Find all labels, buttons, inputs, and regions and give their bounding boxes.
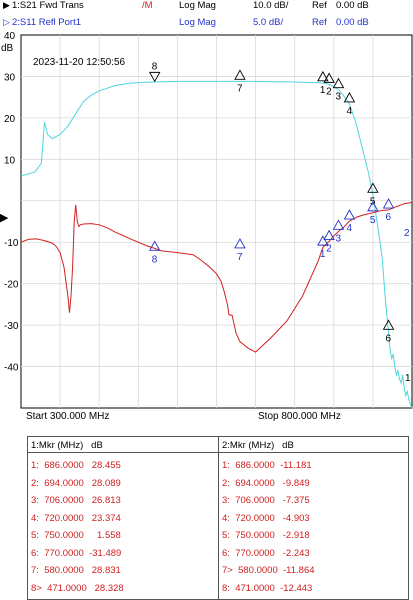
trace1-ref: Ref — [312, 0, 327, 11]
s21-marker-2-label: 2 — [326, 86, 332, 97]
s21-trace — [20, 80, 413, 409]
marker-table-2-row: 8: 471.0000 -12.443 — [222, 582, 313, 594]
trace1-end-marker: 1 — [405, 373, 411, 384]
marker-table-2-row: 5: 750.0000 -2.918 — [222, 530, 310, 541]
marker-table-1-row: 8> 471.0000 28.328 — [31, 582, 124, 594]
trace2-indicator: ▷ — [3, 17, 10, 27]
marker-table-2 — [218, 436, 409, 600]
s11-marker-4-label: 4 — [346, 223, 352, 234]
y-tick-labels: 40 30 20 10 -10 -20 -30 -40 — [4, 31, 19, 374]
trace2-ref: Ref — [312, 17, 327, 28]
start-frequency-label: Start 300.000 MHz — [26, 411, 109, 422]
s21-marker-3[interactable] — [332, 77, 345, 89]
trace1-m-flag: /M — [142, 0, 153, 11]
y-tick-label: 40 — [4, 31, 16, 42]
marker-table-1 — [27, 436, 219, 600]
marker-table-2-row: 1: 686.0000 -11.181 — [222, 460, 312, 471]
trace1-scale[interactable]: 10.0 dB/ — [253, 0, 289, 11]
s11-marker-1[interactable] — [317, 235, 329, 246]
trace2-format[interactable]: Log Mag — [179, 17, 216, 28]
s11-marker-4[interactable] — [343, 209, 356, 220]
marker-table-2-row: 7> 580.0000 -11.864 — [222, 565, 315, 576]
marker-table-2-row: 6: 770.0000 -2.243 — [222, 547, 310, 559]
y-tick-label: -30 — [4, 321, 19, 332]
timestamp: 2023-11-20 12:50:56 — [33, 57, 126, 68]
grid — [21, 35, 412, 408]
marker-table-2-row: 2: 694.0000 -9.849 — [222, 477, 310, 489]
y-axis-label: dB — [1, 43, 14, 54]
trace1-format[interactable]: Log Mag — [179, 0, 216, 11]
s21-marker-8-label: 8 — [152, 61, 158, 72]
s21-marker-5[interactable] — [367, 182, 379, 193]
s21-marker-7-label: 7 — [237, 83, 243, 94]
trace2-scale[interactable]: 5.0 dB/ — [253, 17, 283, 28]
marker-table-1-row: 4: 720.0000 23.374 — [31, 512, 121, 524]
s11-marker-6[interactable] — [382, 198, 395, 209]
marker-table-1-row: 7: 580.0000 28.831 — [31, 565, 121, 576]
trace2-label[interactable]: 2:S11 Refl Port1 — [12, 17, 81, 28]
s11-marker-8[interactable] — [148, 240, 161, 251]
marker-table-1-row: 5: 750.0000 1.558 — [31, 530, 121, 541]
marker-table-1-header: 1:Mkr (MHz) dB — [31, 440, 103, 451]
trace2-ref-value[interactable]: 0.00 dB — [336, 17, 369, 28]
s11-marker-1-label: 1 — [320, 249, 326, 260]
s11-marker-3-label: 3 — [335, 233, 341, 244]
y-tick-label: -20 — [4, 280, 19, 291]
trace2-end-marker: 2 — [404, 228, 410, 239]
marker-table-2-header: 2:Mkr (MHz) dB — [222, 440, 294, 451]
stop-frequency-label: Stop 800.000 MHz — [258, 411, 341, 422]
marker-table-1-row: 6: 770.0000 -31.489 — [31, 547, 122, 559]
s11-marker-3[interactable] — [332, 219, 345, 230]
trace1-indicator: ▶ — [3, 0, 10, 10]
y-tick-label: -40 — [4, 363, 19, 374]
s11-marker-8-label: 8 — [152, 254, 158, 265]
marker-table-1-row: 3: 706.0000 26.813 — [31, 495, 121, 506]
s11-marker-6-label: 6 — [386, 212, 392, 223]
marker-table-1-row: 1: 686.0000 28.455 — [31, 460, 121, 471]
s11-marker-5-label: 5 — [370, 215, 376, 226]
s21-marker-4[interactable] — [343, 91, 356, 103]
y-tick-label: 20 — [4, 114, 16, 125]
s11-marker-5[interactable] — [367, 200, 379, 212]
s21-marker-8[interactable] — [148, 71, 161, 83]
reference-position-marker: ▶ — [0, 212, 9, 224]
s11-marker-7[interactable] — [234, 238, 246, 249]
y-tick-label: -10 — [4, 238, 19, 249]
s11-marker-2[interactable] — [323, 229, 335, 241]
s21-marker-1-label: 1 — [320, 85, 326, 96]
trace1-label[interactable]: 1:S21 Fwd Trans — [12, 0, 84, 11]
s21-marker-6[interactable] — [382, 319, 395, 330]
s21-marker-6-label: 6 — [386, 333, 392, 344]
s21-marker-1[interactable] — [317, 70, 329, 82]
marker-table-1-row: 2: 694.0000 28.089 — [31, 477, 121, 489]
s21-marker-4-label: 4 — [346, 106, 352, 117]
y-tick-label: 10 — [4, 155, 16, 166]
s11-marker-7-label: 7 — [237, 252, 243, 263]
marker-table-2-row: 4: 720.0000 -4.903 — [222, 512, 310, 524]
s21-marker-2[interactable] — [323, 72, 335, 83]
s11-marker-2-label: 2 — [326, 244, 332, 255]
s21-marker-7[interactable] — [234, 69, 246, 80]
y-tick-label: 30 — [4, 72, 16, 83]
marker-table-2-row: 3: 706.0000 -7.375 — [222, 495, 310, 506]
s21-marker-3-label: 3 — [335, 92, 341, 103]
trace1-ref-value[interactable]: 0.00 dB — [336, 0, 369, 11]
